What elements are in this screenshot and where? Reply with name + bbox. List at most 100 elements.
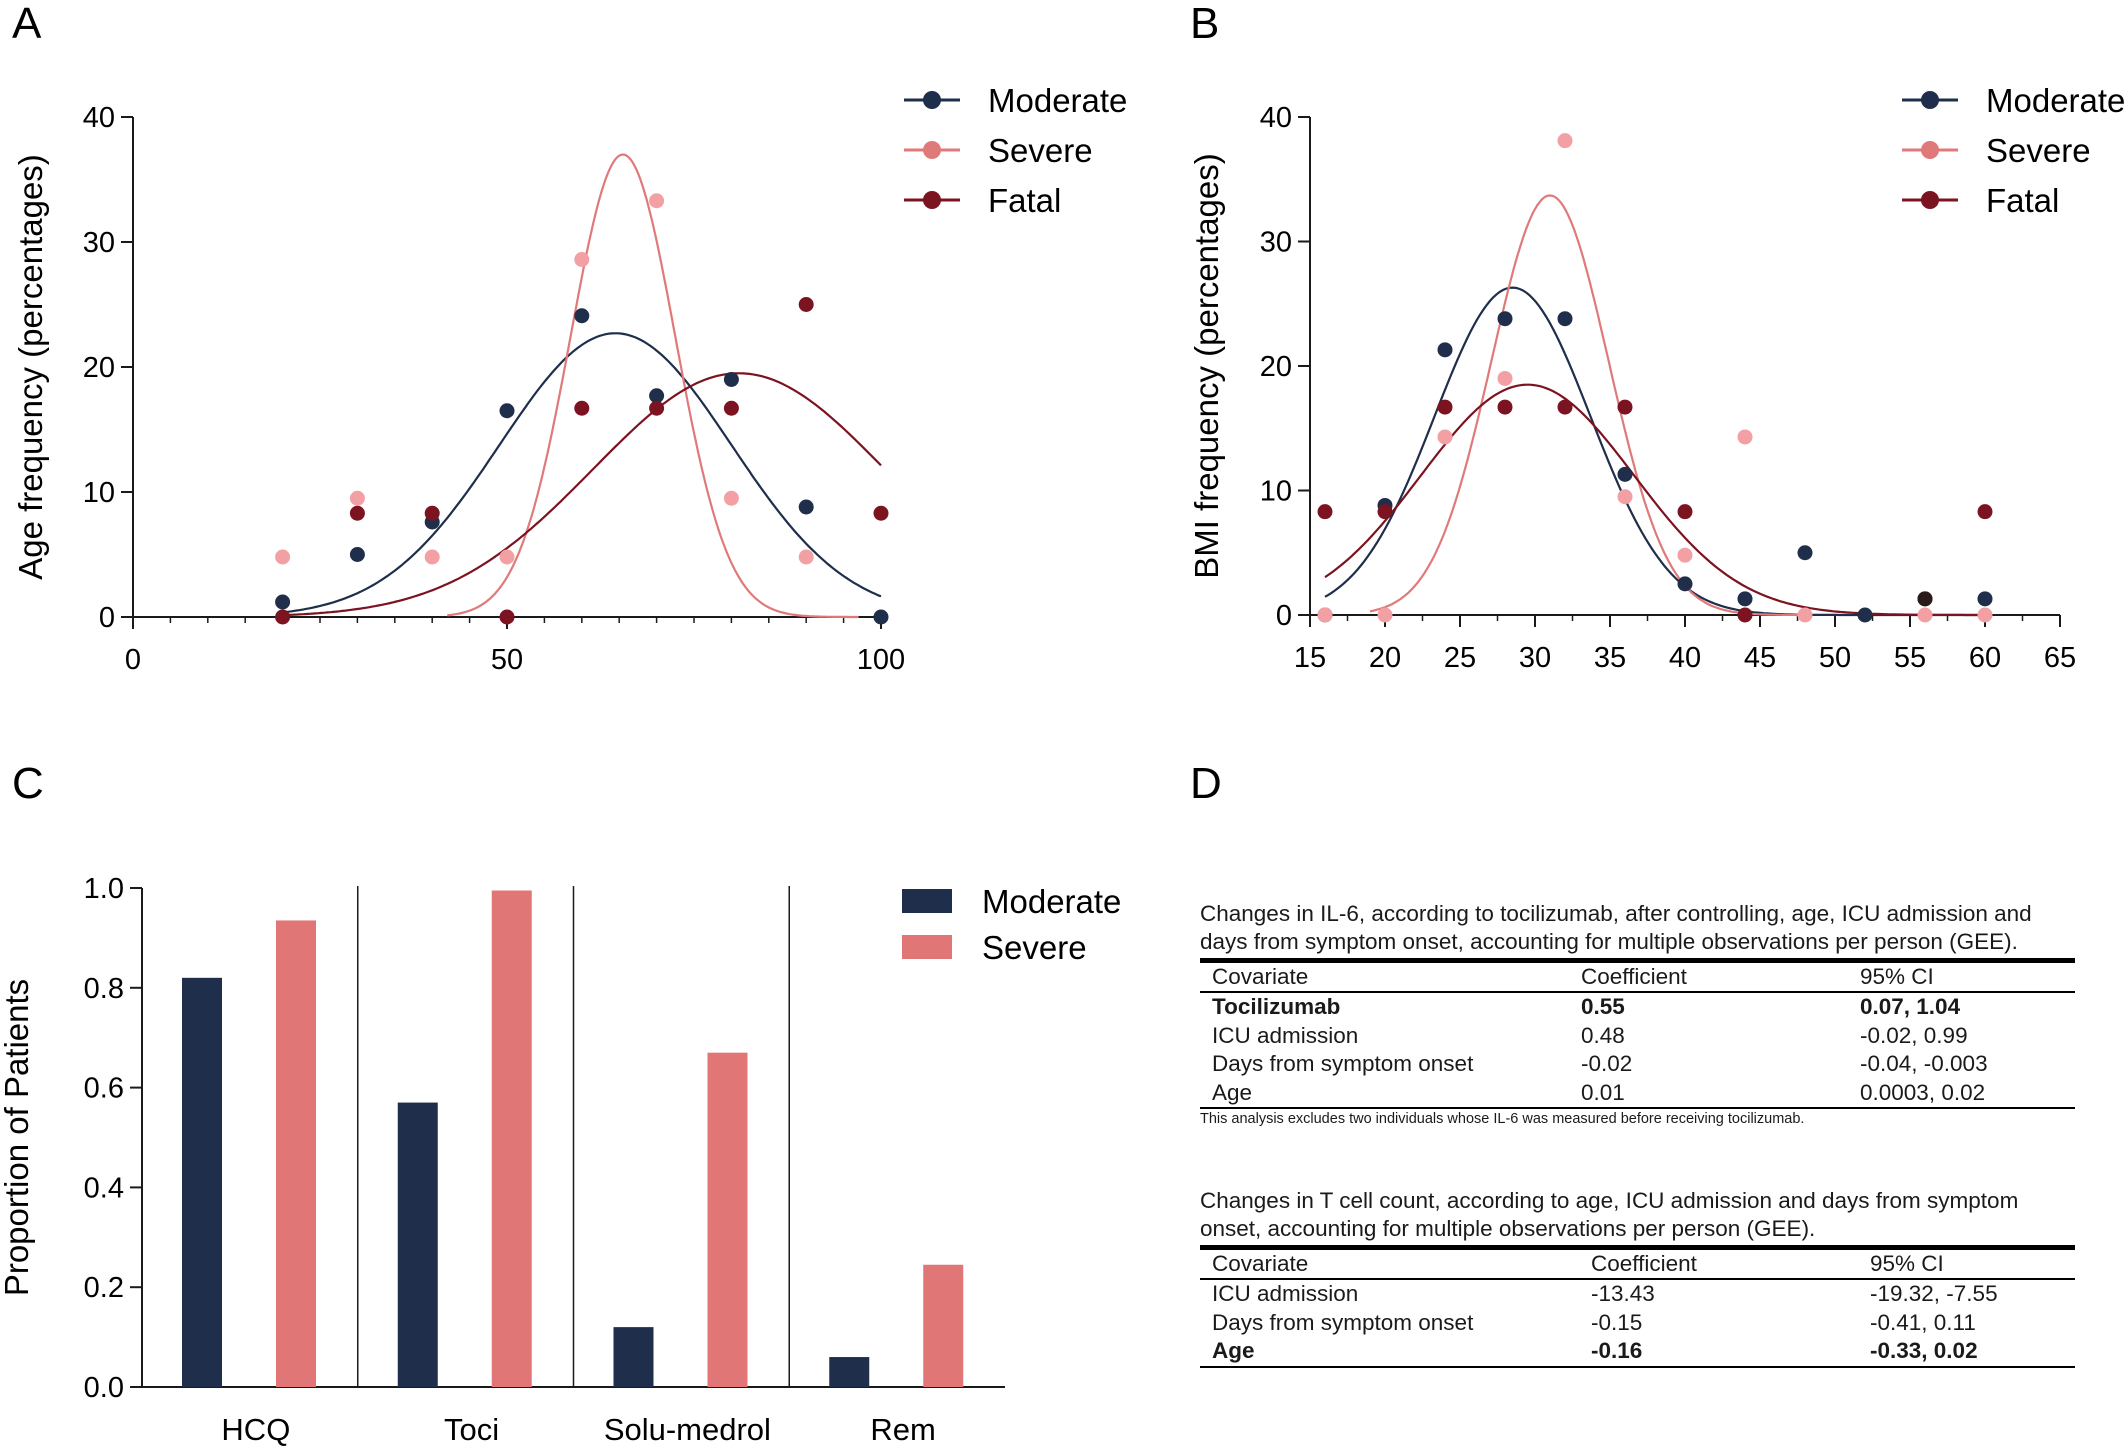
data-point-moderate: [1497, 311, 1513, 327]
cell-ci: 0.0003, 0.02: [1848, 1078, 2075, 1109]
fit-curve-moderate: [282, 332, 882, 614]
data-point-severe: [1917, 607, 1933, 623]
table-row: Days from symptom onset -0.02 -0.04, -0.…: [1200, 1050, 2075, 1079]
bar-moderate-hcq: [182, 977, 222, 1387]
data-point-severe: [1797, 607, 1813, 623]
legend-label-severe: Severe: [988, 132, 1093, 169]
data-point-severe: [1557, 133, 1573, 149]
data-point-fatal: [1917, 591, 1933, 607]
legend-marker-severe: [923, 141, 941, 159]
cell-ci: 0.07, 1.04: [1860, 994, 1961, 1019]
legend-label-fatal: Fatal: [1986, 182, 2059, 219]
y-tick-label: 20: [1260, 351, 1292, 383]
data-point-moderate: [1677, 576, 1693, 592]
cell-coefficient: 0.01: [1569, 1078, 1848, 1109]
legend-marker-severe: [1921, 141, 1939, 159]
x-tick-label: 20: [1369, 642, 1401, 674]
data-point-severe: [1437, 429, 1453, 445]
fit-curve-moderate: [1324, 286, 1985, 617]
x-tick-label: 35: [1594, 642, 1626, 674]
x-tick-label: 0: [125, 644, 141, 676]
chart-bmi-frequency: 0 10 20 30 40 15 20 25 30 35 40 45 50 55 60 65 BMI frequ…: [1188, 82, 2125, 674]
y-tick-label: 0.2: [84, 1272, 124, 1304]
category-label: Toci: [444, 1412, 499, 1447]
cell-coefficient: -13.43: [1591, 1281, 1655, 1306]
data-point-severe: [574, 252, 590, 267]
legend-label-moderate: Moderate: [988, 82, 1127, 119]
data-point-moderate: [1437, 342, 1453, 358]
data-point-severe: [1677, 547, 1693, 563]
data-point-moderate: [349, 547, 365, 562]
data-point-fatal: [499, 609, 515, 625]
data-point-fatal: [1377, 504, 1393, 520]
data-point-moderate: [1737, 591, 1753, 607]
data-point-fatal: [349, 505, 365, 521]
x-tick-label: 100: [857, 644, 905, 676]
il6-table: Covariate Coefficient 95% CI Tocilizumab…: [1200, 958, 2075, 1109]
cell-coefficient: 0.48: [1581, 1022, 1625, 1048]
fit-curve-fatal: [1324, 383, 1985, 617]
y-tick-label: 0.6: [84, 1073, 124, 1105]
data-point-severe: [798, 549, 814, 565]
panel-label-a: A: [12, 0, 42, 48]
legend-marker-moderate: [1921, 91, 1939, 109]
data-point-severe: [1377, 607, 1393, 623]
header-coefficient: Coefficient: [1579, 1245, 1858, 1280]
bar-severe-hcq: [276, 920, 316, 1387]
x-tick-label: 30: [1519, 642, 1551, 674]
header-ci: 95% CI: [1858, 1245, 2075, 1280]
data-point-severe: [349, 490, 365, 506]
legend-label-fatal: Fatal: [988, 182, 1061, 219]
table-row: ICU admission 0.48 -0.02, 0.99: [1200, 1022, 2075, 1051]
legend-label-moderate: Moderate: [1986, 82, 2125, 119]
data-point-fatal: [649, 400, 665, 416]
legend-marker-moderate: [923, 91, 941, 109]
cell-coefficient: -0.16: [1579, 1337, 1858, 1368]
cell-covariate: ICU admission: [1212, 1281, 1359, 1306]
y-axis-title: Age frequency (percentages): [12, 154, 49, 580]
cell-ci: -0.04, -0.003: [1860, 1051, 1988, 1076]
cell-covariate: Age: [1200, 1078, 1569, 1109]
bar-moderate-toci: [397, 1102, 438, 1387]
data-point-fatal: [1677, 504, 1693, 520]
data-point-moderate: [1977, 591, 1993, 607]
x-tick-label: 25: [1444, 642, 1476, 674]
cell-covariate: Days from symptom onset: [1212, 1051, 1474, 1076]
il6-table-block: Changes in IL-6, according to tocilizuma…: [1200, 900, 2075, 1127]
x-tick-label: 45: [1744, 642, 1776, 674]
fit-curve-severe: [1369, 194, 1805, 617]
data-point-moderate: [574, 308, 590, 324]
data-point-fatal: [1617, 399, 1633, 415]
legend-label-moderate: Moderate: [982, 883, 1121, 920]
y-axis-title: Proportion of Patients: [0, 979, 35, 1296]
legend-label-severe: Severe: [982, 929, 1087, 966]
il6-table-footnote: This analysis excludes two individuals w…: [1200, 1111, 1805, 1127]
data-point-fatal: [1437, 399, 1453, 415]
header-coefficient: Coefficient: [1569, 958, 1848, 993]
cell-covariate: Tocilizumab: [1212, 994, 1341, 1019]
y-tick-label: 1.0: [84, 873, 124, 905]
panel-label-b: B: [1190, 0, 1219, 48]
panel-label-d: D: [1190, 759, 1222, 808]
bar-moderate-rem: [829, 1357, 870, 1387]
data-point-fatal: [424, 505, 440, 521]
data-point-fatal: [873, 505, 889, 521]
data-point-severe: [723, 490, 739, 506]
data-point-moderate: [1617, 466, 1633, 482]
cell-ci: -0.02, 0.99: [1860, 1022, 1968, 1048]
data-point-fatal: [1317, 504, 1333, 520]
cell-coefficient: -0.15: [1591, 1309, 1643, 1335]
cell-ci: -0.41, 0.11: [1870, 1309, 1976, 1335]
data-point-fatal: [1557, 399, 1573, 415]
bar-moderate-solu-medrol: [613, 1327, 654, 1387]
x-tick-label: 15: [1294, 642, 1326, 674]
bar-severe-solu-medrol: [707, 1052, 748, 1387]
table-header-row: Covariate Coefficient 95% CI: [1200, 1245, 2075, 1280]
tcell-table-caption: Changes in T cell count, according to ag…: [1200, 1188, 2019, 1241]
table-row: Days from symptom onset -0.15 -0.41, 0.1…: [1200, 1309, 2075, 1338]
fit-curve-fatal: [282, 372, 882, 617]
data-point-fatal: [723, 400, 739, 416]
tcell-table-block: Changes in T cell count, according to ag…: [1200, 1187, 2075, 1368]
table-row: Age 0.01 0.0003, 0.02: [1200, 1078, 2075, 1109]
table-header-row: Covariate Coefficient 95% CI: [1200, 958, 2075, 993]
